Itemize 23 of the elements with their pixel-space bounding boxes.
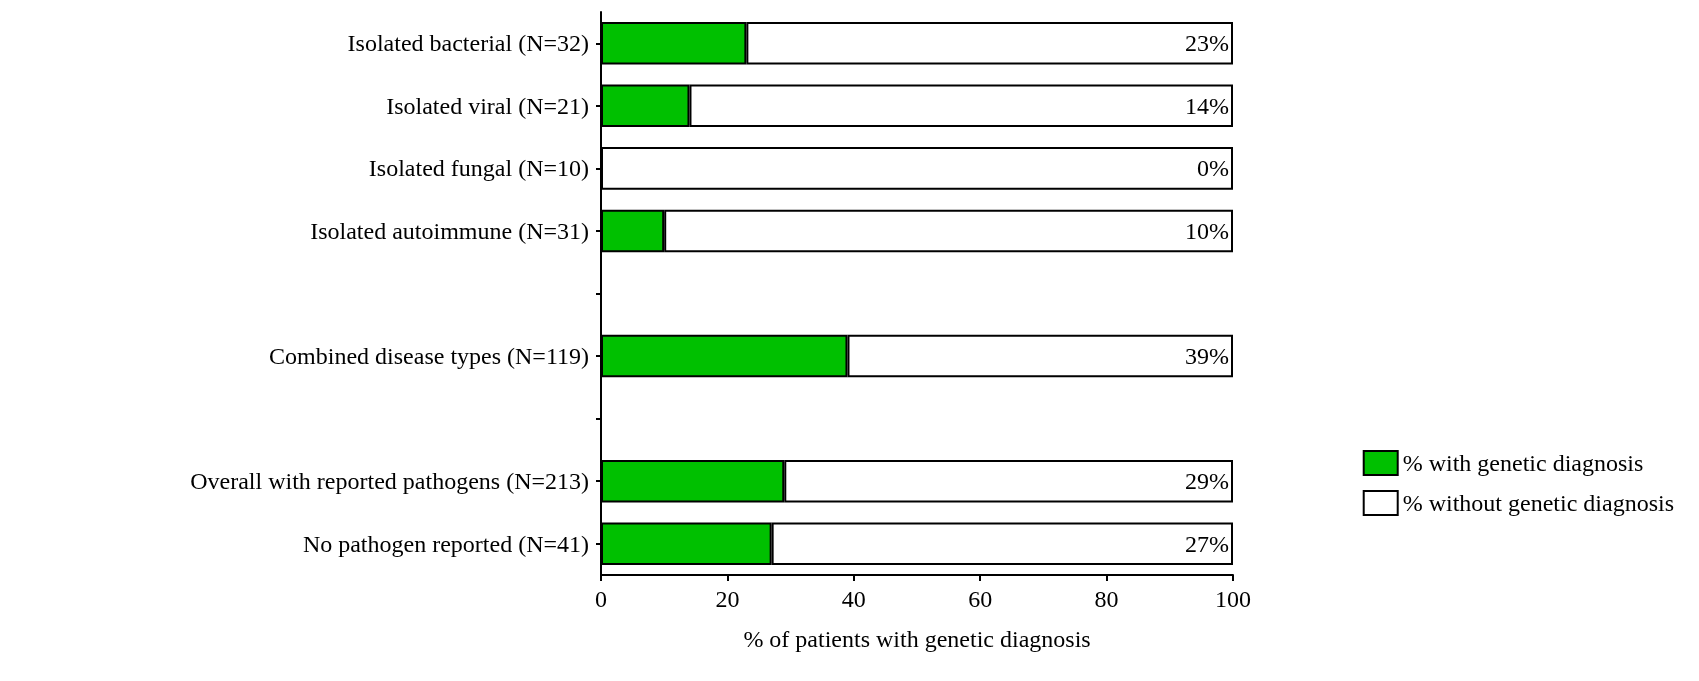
annotation: 27% [1185, 530, 1229, 557]
legend-label: % without genetic diagnosis [1402, 490, 1675, 516]
annotation: 14% [1185, 92, 1229, 119]
annotation: 23% [1185, 30, 1229, 57]
x-tick-label: 40 [841, 586, 866, 612]
annotation: 39% [1185, 343, 1229, 370]
x-tick-label: 0 [595, 586, 607, 612]
annotation: 0% [1197, 155, 1229, 182]
x-tick-label: 20 [715, 586, 740, 612]
x-axis-title: % of patients with genetic diagnosis [743, 626, 1091, 652]
legend-label: % with genetic diagnosis [1402, 450, 1644, 476]
y-tick-label: Isolated fungal (N=10) [368, 155, 589, 182]
y-tick-label: Isolated viral (N=21) [386, 92, 589, 119]
annotation: 29% [1185, 468, 1229, 495]
y-tick-label: Isolated autoimmune (N=31) [310, 217, 589, 244]
x-tick-label: 100 [1215, 586, 1251, 612]
y-tick-label: No pathogen reported (N=41) [302, 530, 589, 557]
y-tick-label: Overall with reported pathogens (N=213) [190, 468, 589, 495]
y-tick-label: Combined disease types (N=119) [269, 343, 589, 370]
x-tick-label: 80 [1094, 586, 1119, 612]
annotation: 10% [1185, 217, 1229, 244]
x-tick-label: 60 [968, 586, 993, 612]
y-tick-label: Isolated bacterial (N=32) [347, 30, 589, 57]
